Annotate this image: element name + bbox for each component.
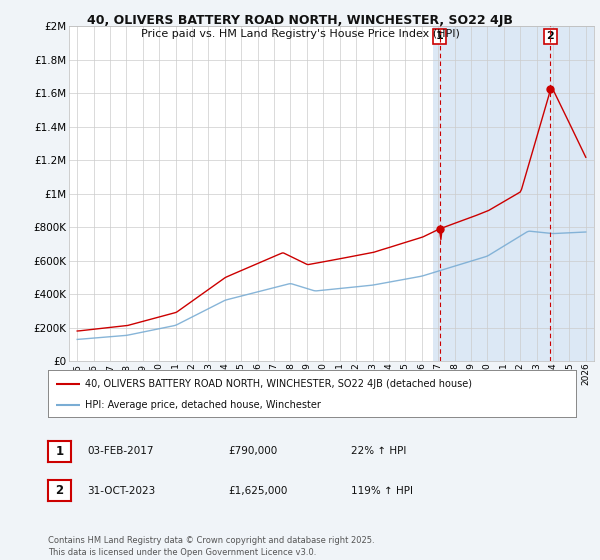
- Text: 40, OLIVERS BATTERY ROAD NORTH, WINCHESTER, SO22 4JB: 40, OLIVERS BATTERY ROAD NORTH, WINCHEST…: [87, 14, 513, 27]
- Text: HPI: Average price, detached house, Winchester: HPI: Average price, detached house, Winc…: [85, 400, 321, 410]
- Bar: [433, 26, 594, 361]
- Text: Price paid vs. HM Land Registry's House Price Index (HPI): Price paid vs. HM Land Registry's House …: [140, 29, 460, 39]
- Text: £1,625,000: £1,625,000: [228, 486, 287, 496]
- Text: 03-FEB-2017: 03-FEB-2017: [87, 446, 154, 456]
- Text: Contains HM Land Registry data © Crown copyright and database right 2025.
This d: Contains HM Land Registry data © Crown c…: [48, 536, 374, 557]
- Text: 1: 1: [436, 31, 443, 41]
- Text: 40, OLIVERS BATTERY ROAD NORTH, WINCHESTER, SO22 4JB (detached house): 40, OLIVERS BATTERY ROAD NORTH, WINCHEST…: [85, 379, 472, 389]
- Text: 2: 2: [547, 31, 554, 41]
- Text: 31-OCT-2023: 31-OCT-2023: [87, 486, 155, 496]
- Text: 2: 2: [55, 484, 64, 497]
- Text: £790,000: £790,000: [228, 446, 277, 456]
- Text: 22% ↑ HPI: 22% ↑ HPI: [351, 446, 406, 456]
- Text: 119% ↑ HPI: 119% ↑ HPI: [351, 486, 413, 496]
- Text: 1: 1: [55, 445, 64, 458]
